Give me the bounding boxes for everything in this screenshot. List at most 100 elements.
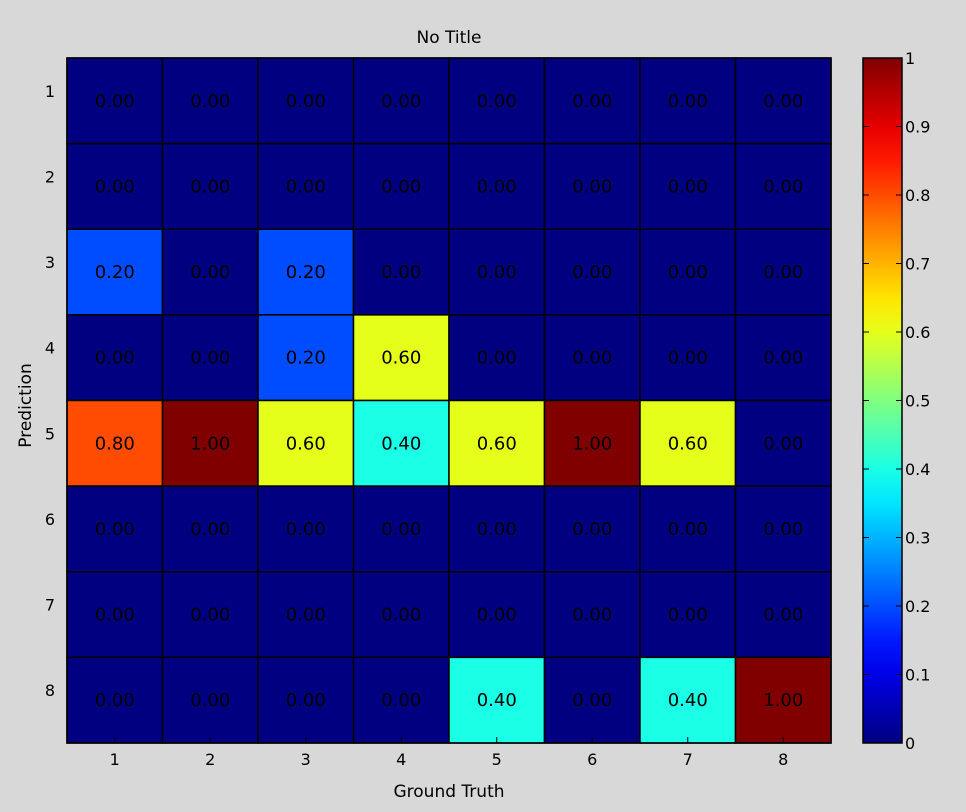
cell-value-label: 1.00 <box>190 433 230 454</box>
cell-value-label: 0.00 <box>95 690 135 711</box>
cell-value-label: 0.80 <box>95 433 135 454</box>
heatmap-cell <box>257 656 355 744</box>
heatmap-cell <box>257 314 355 402</box>
cell-value-label: 0.00 <box>95 348 135 369</box>
heatmap-cell <box>543 571 641 659</box>
x-tick-label: 1 <box>110 750 120 769</box>
colorbar-gradient <box>862 57 903 744</box>
heatmap-cell <box>352 314 450 402</box>
heatmap-cell <box>257 485 355 573</box>
y-tick-label: 5 <box>45 424 55 443</box>
cell-value-label: 0.00 <box>763 433 803 454</box>
heatmap-cell <box>543 228 641 316</box>
heatmap-cell <box>257 571 355 659</box>
heatmap-cell <box>734 57 832 145</box>
x-tick-label: 7 <box>683 750 693 769</box>
colorbar-tick-label: 0 <box>905 734 915 753</box>
y-axis-ticks: 1 2 3 4 5 6 7 8 <box>45 82 55 700</box>
x-axis-label: Ground Truth <box>393 782 504 802</box>
cell-value-label: 0.00 <box>286 91 326 112</box>
cell-value-label: 0.00 <box>190 262 230 283</box>
cell-value-label: 0.60 <box>381 348 421 369</box>
cell-value-label: 0.00 <box>763 91 803 112</box>
heatmap-cell <box>161 571 259 659</box>
y-tick-label: 6 <box>45 510 55 529</box>
cell-value-label: 0.00 <box>572 348 612 369</box>
cell-value-label: 0.00 <box>381 176 421 197</box>
cell-value-label: 0.60 <box>668 433 708 454</box>
cell-value-label: 0.00 <box>572 176 612 197</box>
cell-value-label: 0.00 <box>95 91 135 112</box>
x-tick-label: 6 <box>587 750 597 769</box>
colorbar-tick-label: 0.4 <box>905 460 930 479</box>
heatmap-cell <box>352 228 450 316</box>
heatmap-cell <box>734 399 832 487</box>
heatmap-cell <box>639 228 737 316</box>
heatmap-cell <box>66 314 164 402</box>
heatmap-cell <box>543 485 641 573</box>
cell-value-label: 0.00 <box>763 262 803 283</box>
cell-value-label: 0.00 <box>190 690 230 711</box>
colorbar-tick-label: 0.6 <box>905 323 930 342</box>
heatmap-cell <box>352 142 450 230</box>
cell-value-label: 0.40 <box>668 690 708 711</box>
cell-value-label: 0.60 <box>286 433 326 454</box>
heatmap-cell <box>161 57 259 145</box>
cell-value-label: 0.40 <box>381 433 421 454</box>
cell-value-label: 0.00 <box>381 690 421 711</box>
cell-value-label: 0.00 <box>668 519 708 540</box>
heatmap-cell <box>448 228 546 316</box>
heatmap-cell <box>352 399 450 487</box>
cell-value-label: 0.00 <box>381 262 421 283</box>
x-axis-ticks: 1 2 3 4 5 6 7 8 <box>110 737 788 769</box>
cell-value-label: 0.00 <box>286 690 326 711</box>
cell-value-label: 0.00 <box>668 605 708 626</box>
cell-value-label: 1.00 <box>572 433 612 454</box>
cell-value-label: 0.00 <box>477 91 517 112</box>
cell-value-label: 0.00 <box>572 519 612 540</box>
y-tick-label: 1 <box>45 82 55 101</box>
x-tick-label: 3 <box>301 750 311 769</box>
colorbar: 0 0.1 0.2 0.3 0.4 0.5 0.6 0.7 0.8 0.9 1 <box>862 49 930 753</box>
cell-value-label: 0.00 <box>190 176 230 197</box>
cell-value-label: 0.00 <box>95 519 135 540</box>
heatmap-cell <box>161 485 259 573</box>
cell-value-label: 0.00 <box>572 605 612 626</box>
heatmap-cell <box>66 57 164 145</box>
cell-value-label: 0.00 <box>95 605 135 626</box>
cell-value-label: 0.00 <box>572 690 612 711</box>
y-tick-label: 4 <box>45 339 55 358</box>
heatmap-cell <box>448 485 546 573</box>
heatmap-cell <box>734 656 832 744</box>
cell-value-label: 0.00 <box>381 519 421 540</box>
colorbar-tick-label: 0.7 <box>905 255 930 274</box>
heatmap-cell <box>734 571 832 659</box>
cell-value-label: 0.00 <box>668 91 708 112</box>
cell-value-label: 0.00 <box>190 348 230 369</box>
cell-value-label: 0.00 <box>477 605 517 626</box>
cell-value-label: 0.00 <box>763 605 803 626</box>
heatmap-cell <box>66 571 164 659</box>
cell-value-label: 0.00 <box>190 605 230 626</box>
cell-value-label: 0.40 <box>477 690 517 711</box>
cell-value-label: 0.00 <box>668 176 708 197</box>
heatmap-cells: 0.00 0.00 0.00 0.00 0.00 0.00 0.00 0.00 0.00 0.00… <box>66 57 832 744</box>
heatmap-cell <box>639 571 737 659</box>
colorbar-tick-label: 0.2 <box>905 597 930 616</box>
heatmap-cell <box>639 399 737 487</box>
cell-value-label: 0.00 <box>381 91 421 112</box>
heatmap-cell <box>448 399 546 487</box>
cell-value-label: 0.00 <box>190 519 230 540</box>
cell-value-label: 1.00 <box>763 690 803 711</box>
x-tick-label: 2 <box>205 750 215 769</box>
heatmap-cell <box>448 571 546 659</box>
x-tick-label: 8 <box>778 750 788 769</box>
y-tick-label: 7 <box>45 596 55 615</box>
x-tick-label: 4 <box>396 750 406 769</box>
cell-value-label: 0.00 <box>286 605 326 626</box>
cell-value-label: 0.00 <box>95 176 135 197</box>
y-axis-label: Prediction <box>16 363 36 447</box>
y-tick-label: 2 <box>45 167 55 186</box>
heatmap-cell <box>161 142 259 230</box>
